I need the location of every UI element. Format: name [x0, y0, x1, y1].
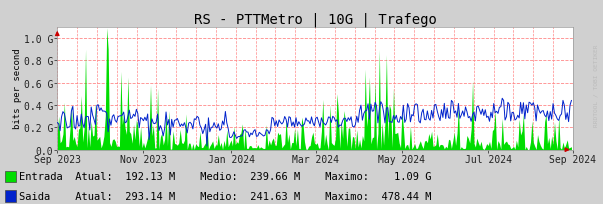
- Y-axis label: bits per second: bits per second: [13, 49, 22, 129]
- Text: Saida    Atual:  293.14 M    Medio:  241.63 M    Maximo:  478.44 M: Saida Atual: 293.14 M Medio: 241.63 M Ma…: [19, 191, 432, 201]
- Title: RS - PTTMetro | 10G | Trafego: RS - PTTMetro | 10G | Trafego: [194, 12, 437, 27]
- Text: Entrada  Atual:  192.13 M    Medio:  239.66 M    Maximo:    1.09 G: Entrada Atual: 192.13 M Medio: 239.66 M …: [19, 172, 432, 181]
- Text: RRDTOOL / TOBI OETIKER: RRDTOOL / TOBI OETIKER: [594, 45, 599, 127]
